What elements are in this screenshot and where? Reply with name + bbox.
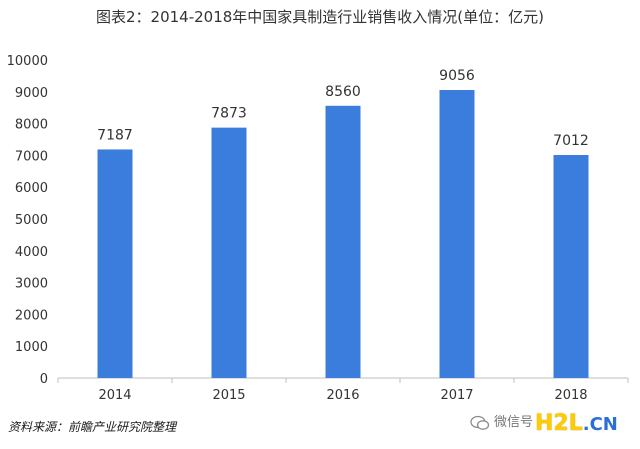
wechat-label: 微信号 (494, 415, 534, 430)
x-tick-label: 2014 (98, 388, 131, 403)
y-tick-label: 8000 (15, 118, 48, 133)
y-tick-label: 9000 (15, 86, 48, 101)
y-tick-label: 7000 (15, 149, 48, 164)
wechat-watermark: 微信号 (470, 410, 533, 436)
bar-2017 (439, 90, 475, 379)
data-label: 8560 (325, 84, 361, 100)
data-label: 7187 (97, 127, 133, 143)
y-tick-label: 3000 (15, 277, 48, 292)
bar-2015 (211, 127, 247, 378)
y-tick-label: 6000 (15, 181, 48, 196)
x-tick-label: 2016 (326, 388, 359, 403)
x-tick-label: 2017 (440, 388, 473, 403)
bar-2018 (553, 155, 589, 378)
h2l-mark: H2L (535, 411, 583, 436)
source-note: 资料来源：前瞻产业研究院整理 (8, 420, 177, 434)
y-tick-label: 0 (40, 372, 48, 387)
y-tick-label: 5000 (15, 213, 48, 228)
y-tick-label: 2000 (15, 308, 48, 323)
x-tick-label: 2018 (554, 388, 587, 403)
h2l-domain: .CN (582, 414, 618, 435)
bar-2016 (325, 105, 361, 379)
y-tick-label: 1000 (15, 340, 48, 355)
chart-title: 图表2：2014-2018年中国家具制造行业销售收入情况(单位：亿元) (95, 8, 544, 26)
data-label: 7012 (553, 133, 589, 149)
data-label: 7873 (211, 106, 247, 122)
bar-2014 (97, 149, 133, 378)
y-tick-label: 4000 (15, 245, 48, 260)
wechat-icon (470, 415, 490, 431)
x-tick-label: 2015 (212, 388, 245, 403)
h2l-logo: H2L.CN (535, 412, 618, 437)
data-label: 9056 (439, 68, 475, 84)
y-tick-label: 10000 (7, 54, 48, 69)
